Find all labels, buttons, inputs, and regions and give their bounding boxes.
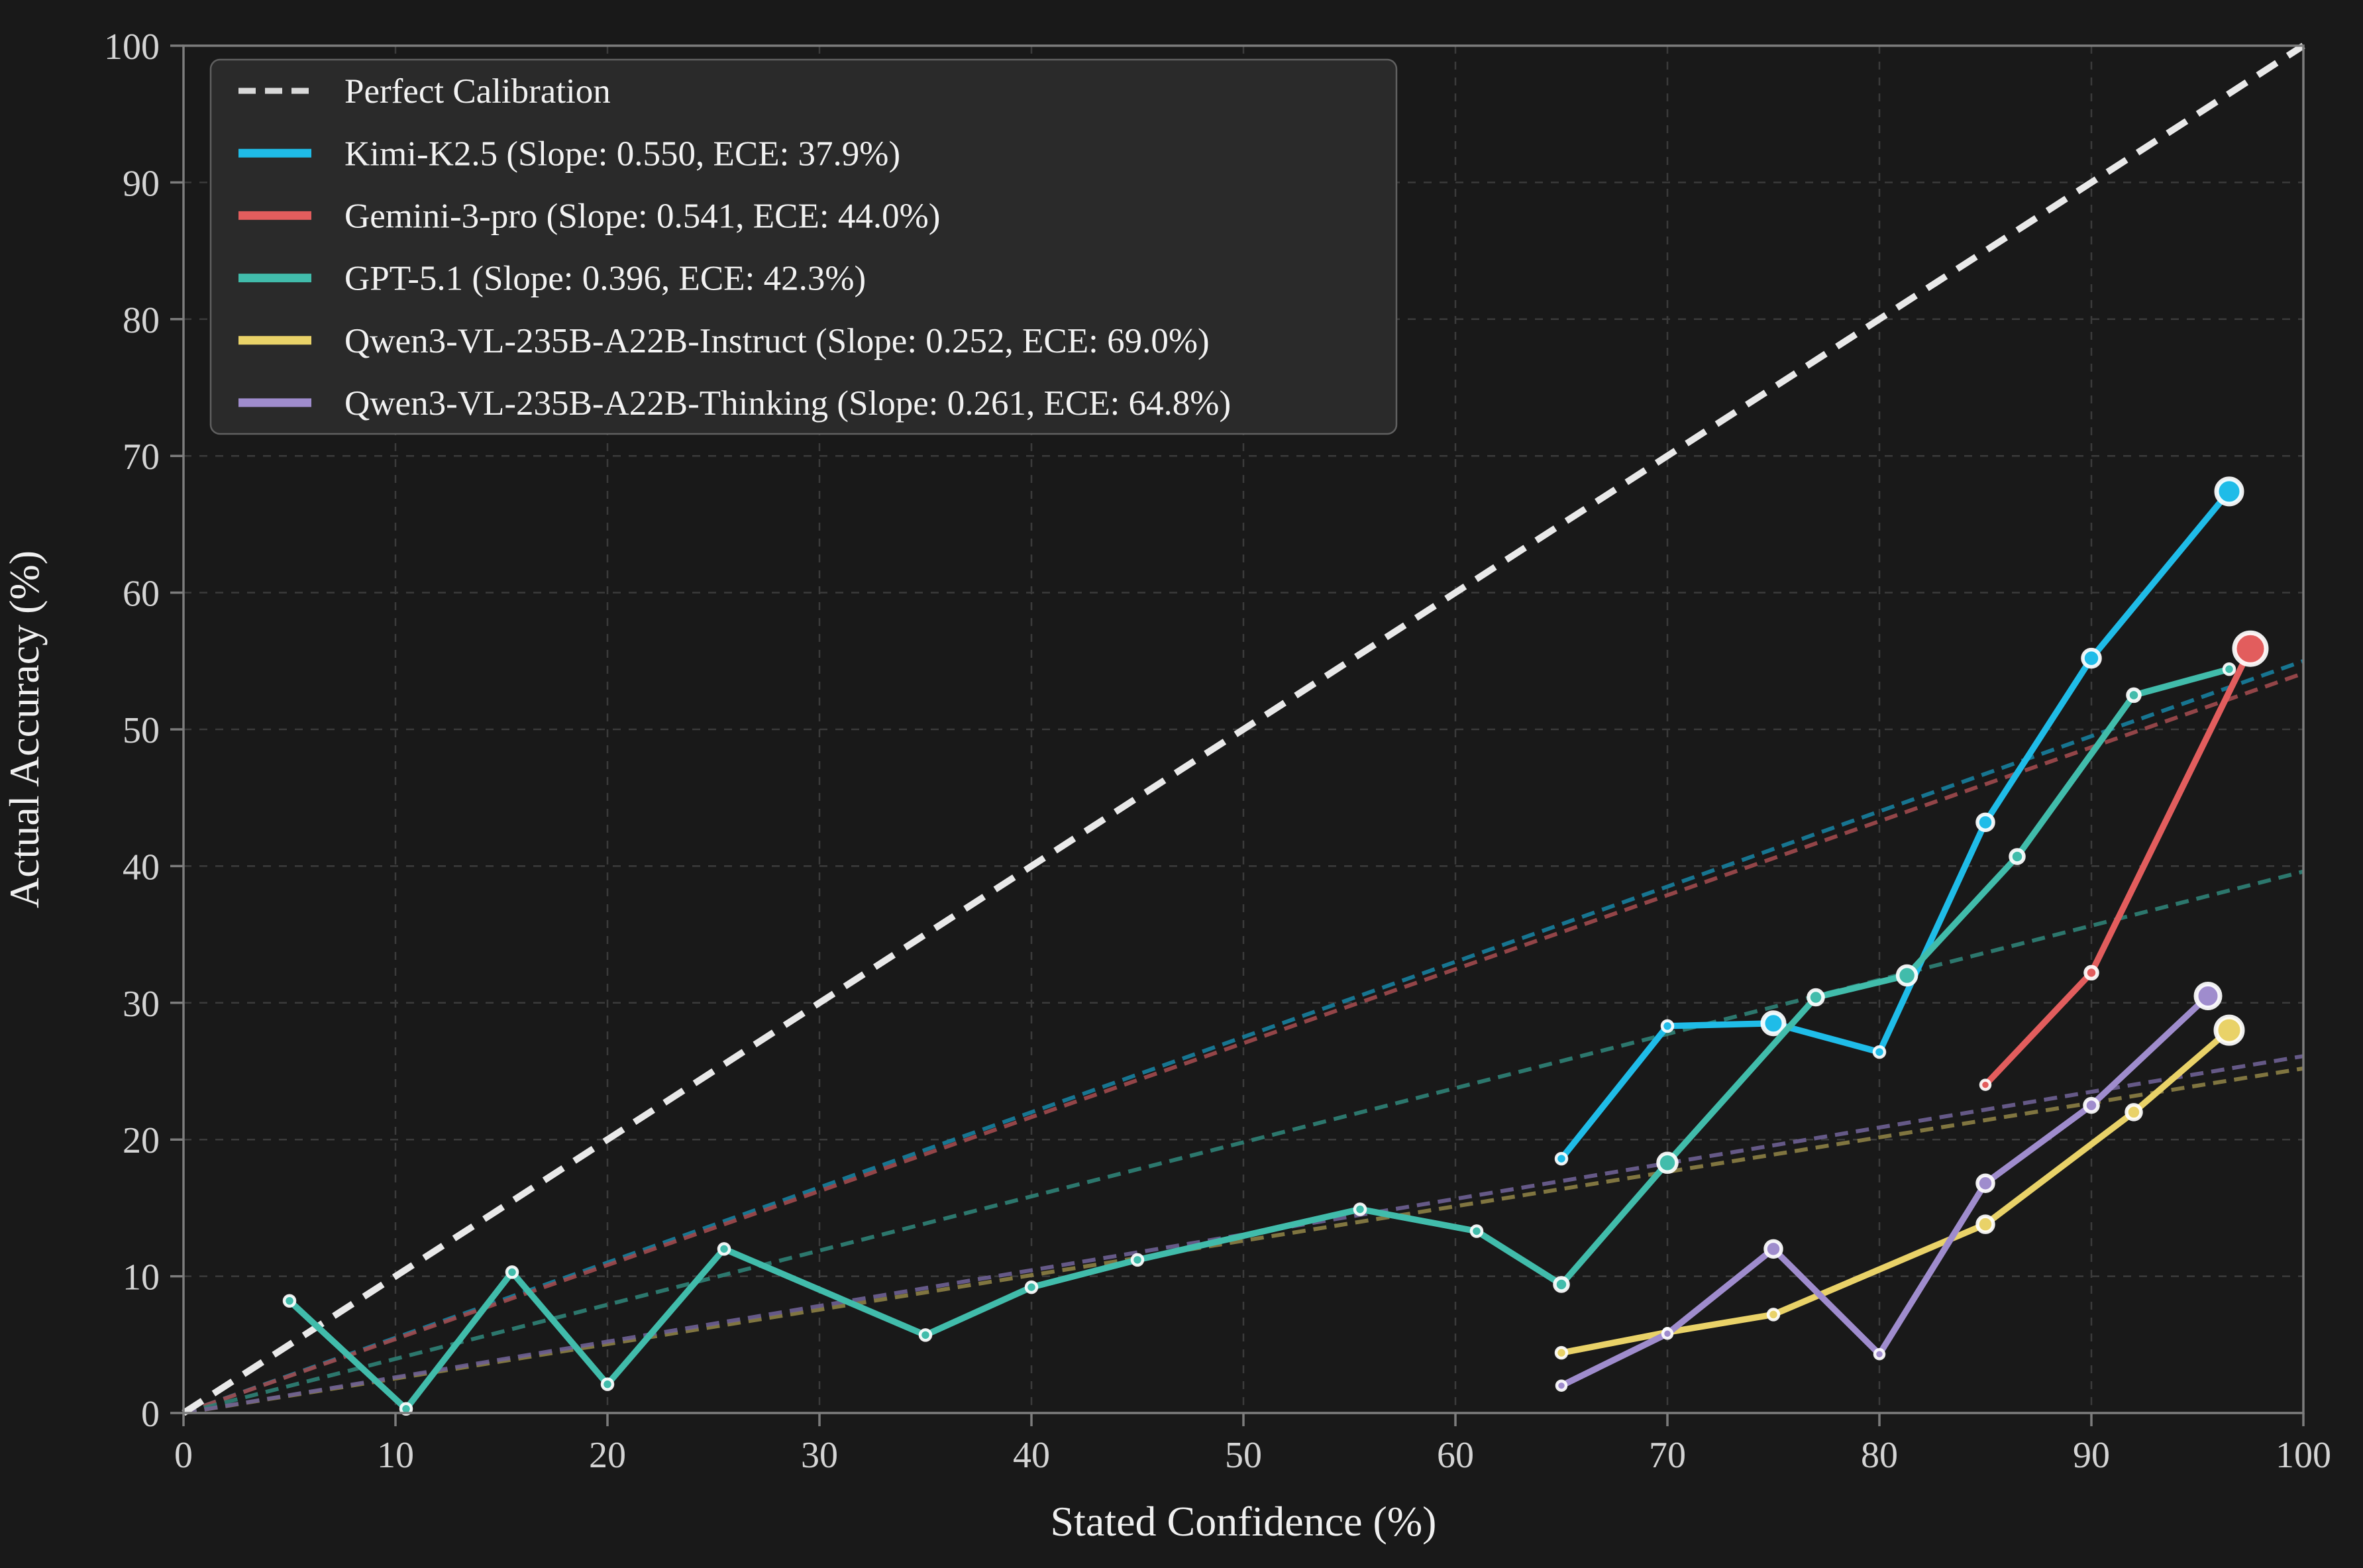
data-point-qwen3-vl-235b-a22b-instruct-65: [1554, 1345, 1569, 1360]
perfect-calibration-dashed-line: [182, 42, 2305, 1416]
x-tick-label-0: 0: [174, 1435, 193, 1476]
data-point-gemini-3-pro-90: [2083, 965, 2099, 981]
data-point-gpt-5.1-70: [1656, 1151, 1679, 1175]
data-point-qwen3-vl-235b-a22b-thinking-90: [2083, 1096, 2100, 1114]
fit-line-qwen3-vl-235b-a22b-instruct: [183, 1066, 2304, 1415]
data-point-qwen3-vl-235b-a22b-instruct-92: [2125, 1103, 2143, 1122]
data-point-gpt-5.1-96.5: [2222, 662, 2236, 676]
x-tick-label-60: 60: [1437, 1435, 1474, 1476]
data-point-kimi-k2.5-85: [1975, 812, 1995, 833]
axis-ticks: [170, 44, 2305, 1426]
legend-box: [209, 58, 1398, 435]
x-tick-label-30: 30: [801, 1435, 838, 1476]
legend-item-qwen3-vl-235b-a22b-instruct[interactable]: Qwen3-VL-235B-A22B-Instruct (Slope: 0.25…: [238, 322, 1210, 360]
legend-item-gpt-5.1[interactable]: GPT-5.1 (Slope: 0.396, ECE: 42.3%): [238, 260, 866, 298]
fit-line-gemini-3-pro: [183, 671, 2304, 1415]
data-point-kimi-k2.5-80: [1872, 1045, 1887, 1059]
data-point-kimi-k2.5-75: [1760, 1010, 1787, 1037]
data-point-gpt-5.1-61: [1469, 1224, 1484, 1238]
data-point-kimi-k2.5-96.5: [2214, 476, 2244, 507]
data-point-qwen3-vl-235b-a22b-thinking-80: [1873, 1347, 1886, 1361]
data-point-gemini-3-pro-85: [1979, 1078, 1992, 1091]
data-point-qwen3-vl-235b-a22b-thinking-65: [1555, 1379, 1568, 1392]
x-tick-label-50: 50: [1225, 1435, 1262, 1476]
data-point-gpt-5.1-55.5: [1353, 1202, 1367, 1216]
x-tick-label-90: 90: [2073, 1435, 2110, 1476]
x-tick-label-80: 80: [1861, 1435, 1898, 1476]
x-tick-label-70: 70: [1649, 1435, 1686, 1476]
legend-item-gemini-3-pro[interactable]: Gemini-3-pro (Slope: 0.541, ECE: 44.0%): [238, 197, 940, 235]
data-point-gpt-5.1-15.5: [505, 1265, 519, 1279]
data-point-gpt-5.1-35: [918, 1328, 933, 1342]
legend-label-qwen3-vl-235b-a22b-thinking: Qwen3-VL-235B-A22B-Thinking (Slope: 0.26…: [344, 384, 1231, 423]
x-axis-label: Stated Confidence (%): [1051, 1498, 1437, 1545]
series-gpt-5.1: [282, 662, 2236, 1416]
data-point-qwen3-vl-235b-a22b-instruct-75: [1766, 1308, 1781, 1322]
legend-label-kimi-k2.5: Kimi-K2.5 (Slope: 0.550, ECE: 37.9%): [344, 134, 900, 173]
legend-label-qwen3-vl-235b-a22b-instruct: Qwen3-VL-235B-A22B-Instruct (Slope: 0.25…: [344, 322, 1210, 360]
perfect-calibration-line: [182, 42, 2305, 1416]
tick-labels: 0 10 20 30 40 50 60 70 80 90 100 0 10 20 30 40 50 60 70 80 9…: [104, 26, 2331, 1476]
y-tick-label-60: 60: [123, 574, 160, 615]
data-point-gpt-5.1-92: [2126, 687, 2142, 704]
legend-label-gpt-5.1: GPT-5.1 (Slope: 0.396, ECE: 42.3%): [344, 260, 866, 298]
y-tick-label-50: 50: [123, 710, 160, 751]
series-qwen3-vl-235b-a22b-thinking: [1555, 981, 2223, 1392]
y-tick-label-90: 90: [123, 163, 160, 204]
y-tick-label-0: 0: [141, 1394, 160, 1435]
y-tick-label-10: 10: [123, 1257, 160, 1298]
y-tick-label-100: 100: [104, 26, 160, 68]
data-point-gpt-5.1-45: [1130, 1253, 1145, 1267]
fit-line-kimi-k2.5: [182, 658, 2305, 1415]
data-point-kimi-k2.5-70: [1660, 1019, 1675, 1033]
data-point-gpt-5.1-86.5: [2009, 848, 2026, 865]
series-kimi-k2.5: [1554, 476, 2244, 1166]
data-point-gpt-5.1-5: [282, 1294, 297, 1308]
y-axis-label: Actual Accuracy (%): [1, 550, 48, 908]
data-point-qwen3-vl-235b-a22b-instruct-96.5: [2213, 1014, 2245, 1046]
data-point-kimi-k2.5-90: [2081, 647, 2102, 669]
legend: Perfect Calibration Kimi-K2.5 (Slope: 0.5…: [209, 58, 1398, 435]
data-point-gpt-5.1-40: [1024, 1280, 1039, 1294]
legend-item-perfect-calibration[interactable]: Perfect Calibration: [238, 72, 611, 111]
data-point-gpt-5.1-25.5: [717, 1242, 731, 1256]
y-tick-label-30: 30: [123, 984, 160, 1025]
fit-lines: [182, 658, 2305, 1415]
fit-line-gpt-5.1: [183, 869, 2304, 1415]
fit-line-qwen3-vl-235b-a22b-thinking: [183, 1054, 2304, 1415]
y-tick-label-40: 40: [123, 847, 160, 888]
data-point-qwen3-vl-235b-a22b-thinking-95.5: [2193, 981, 2223, 1010]
legend-item-kimi-k2.5[interactable]: Kimi-K2.5 (Slope: 0.550, ECE: 37.9%): [238, 134, 900, 173]
data-point-qwen3-vl-235b-a22b-thinking-70: [1661, 1328, 1674, 1340]
series-qwen3-vl-235b-a22b-instruct: [1554, 1014, 2245, 1360]
data-point-gemini-3-pro-97.5: [2232, 630, 2269, 667]
y-tick-label-70: 70: [123, 437, 160, 478]
data-point-gpt-5.1-20: [600, 1377, 615, 1391]
series-lines: [282, 476, 2269, 1416]
data-point-gpt-5.1-65: [1553, 1276, 1570, 1293]
data-point-gpt-5.1-77: [1807, 988, 1825, 1007]
data-point-qwen3-vl-235b-a22b-instruct-85: [1975, 1214, 1995, 1234]
x-tick-label-20: 20: [589, 1435, 626, 1476]
x-tick-label-100: 100: [2276, 1435, 2331, 1476]
data-point-gpt-5.1-10.5: [399, 1402, 413, 1416]
data-point-qwen3-vl-235b-a22b-thinking-75: [1763, 1239, 1783, 1259]
legend-label-gemini-3-pro: Gemini-3-pro (Slope: 0.541, ECE: 44.0%): [344, 197, 940, 235]
line-qwen3-vl-235b-a22b-instruct: [1558, 1027, 2232, 1356]
y-tick-label-20: 20: [123, 1120, 160, 1161]
y-tick-label-80: 80: [123, 300, 160, 341]
data-point-gpt-5.1-81.3: [1895, 964, 1918, 987]
legend-item-qwen3-vl-235b-a22b-thinking[interactable]: Qwen3-VL-235B-A22B-Thinking (Slope: 0.26…: [238, 384, 1231, 423]
x-tick-label-40: 40: [1013, 1435, 1050, 1476]
data-point-kimi-k2.5-65: [1554, 1151, 1569, 1166]
x-tick-label-10: 10: [377, 1435, 414, 1476]
data-point-qwen3-vl-235b-a22b-thinking-85: [1975, 1173, 1995, 1193]
series-gemini-3-pro: [1979, 630, 2269, 1091]
legend-label-perfect-calibration: Perfect Calibration: [344, 72, 611, 111]
